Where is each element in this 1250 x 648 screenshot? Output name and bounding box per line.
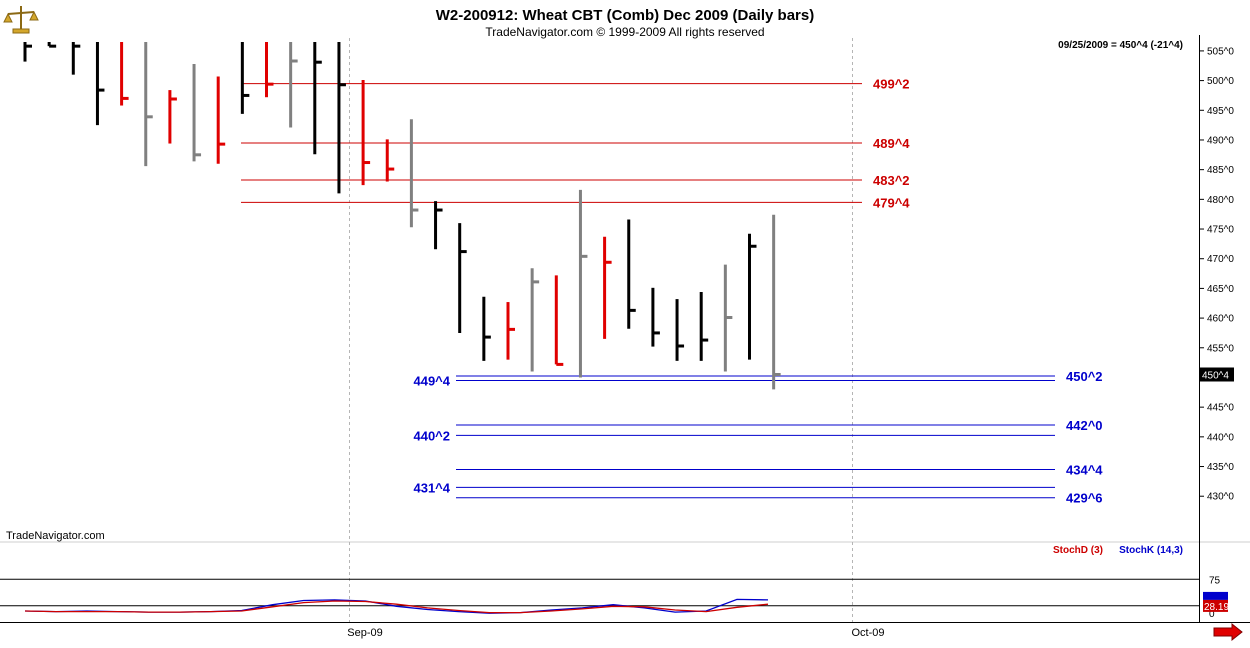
stoch-tick-label: 75 bbox=[1209, 575, 1221, 586]
y-tick-label: 500^0 bbox=[1207, 76, 1234, 87]
y-tick-label: 475^0 bbox=[1207, 225, 1234, 236]
stochd-last-box bbox=[1203, 599, 1228, 612]
y-tick-label: 505^0 bbox=[1207, 46, 1234, 57]
scales-logo-icon bbox=[3, 6, 39, 34]
resistance-label: 479^4 bbox=[873, 195, 910, 210]
y-tick-label: 460^0 bbox=[1207, 314, 1234, 325]
grid-layer bbox=[349, 38, 853, 622]
y-tick-label: 470^0 bbox=[1207, 254, 1234, 265]
support-label: 429^6 bbox=[1066, 491, 1103, 506]
stoch-last-value-label: 28.19 bbox=[1204, 602, 1229, 613]
stochastic-layer: 75 028.19 bbox=[0, 575, 1229, 620]
stoch-tick-label: 0 bbox=[1209, 609, 1215, 620]
axis-layer: Sep-09 Oct-09 505^0 500^0 495^0 490^0 485^0 480… bbox=[347, 46, 1234, 639]
y-tick-label: 485^0 bbox=[1207, 165, 1234, 176]
resistance-label: 489^4 bbox=[873, 136, 910, 151]
y-tick-label: 480^0 bbox=[1207, 195, 1234, 206]
y-tick-label: 465^0 bbox=[1207, 284, 1234, 295]
chart-title: W2-200912: Wheat CBT (Comb) Dec 2009 (Da… bbox=[436, 7, 814, 24]
y-tick-label: 440^0 bbox=[1207, 432, 1234, 443]
y-tick-label: 445^0 bbox=[1207, 403, 1234, 414]
x-tick-label: Sep-09 bbox=[347, 627, 382, 639]
chart-subtitle: TradeNavigator.com © 1999-2009 All right… bbox=[485, 25, 764, 39]
levels-layer: 499^2 489^4 483^2 479^4 450^2 449^4 442^0 440^2… bbox=[241, 77, 1103, 506]
right-arrow-icon[interactable] bbox=[1213, 622, 1243, 642]
y-tick-label: 430^0 bbox=[1207, 492, 1234, 503]
legend-stochd: StochD (3) bbox=[1053, 545, 1103, 556]
y-tick-label: 495^0 bbox=[1207, 106, 1234, 117]
watermark-text: TradeNavigator.com bbox=[6, 530, 105, 542]
support-label: 442^0 bbox=[1066, 418, 1103, 433]
y-tick-label: 455^0 bbox=[1207, 343, 1234, 354]
support-label: 434^4 bbox=[1066, 463, 1103, 478]
bars-layer bbox=[23, 42, 781, 390]
support-label: 431^4 bbox=[413, 480, 450, 495]
legend-stochk: StochK (14,3) bbox=[1119, 545, 1183, 556]
support-label: 450^2 bbox=[1066, 369, 1103, 384]
y-tick-label: 490^0 bbox=[1207, 135, 1234, 146]
quote-readout: 09/25/2009 = 450^4 (-21^4) bbox=[1058, 40, 1183, 51]
resistance-label: 483^2 bbox=[873, 173, 910, 188]
y-tick-label: 435^0 bbox=[1207, 462, 1234, 473]
support-label: 449^4 bbox=[413, 373, 450, 388]
last-price-box bbox=[1200, 367, 1234, 382]
x-tick-label: Oct-09 bbox=[851, 627, 884, 639]
support-label: 440^2 bbox=[413, 428, 450, 443]
last-price-label: 450^4 bbox=[1202, 371, 1229, 382]
resistance-label: 499^2 bbox=[873, 77, 910, 92]
stoch-series-line bbox=[24, 600, 769, 614]
stochk-last-box bbox=[1203, 591, 1228, 600]
